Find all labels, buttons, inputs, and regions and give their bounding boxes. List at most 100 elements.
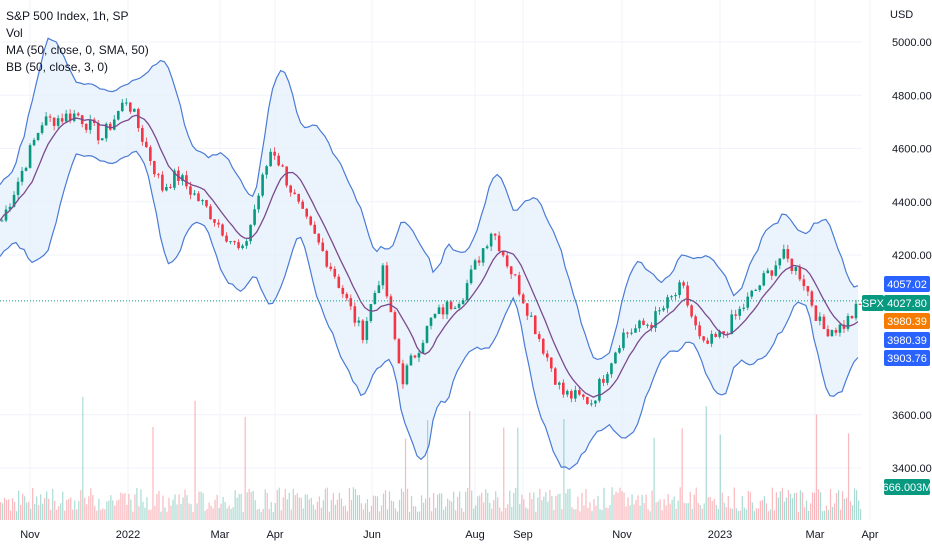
candle-body	[68, 113, 72, 121]
candle-body	[285, 166, 288, 186]
volume-bar	[398, 500, 401, 520]
volume-bar	[773, 510, 775, 520]
volume-bar	[322, 500, 324, 520]
candle-body	[12, 194, 16, 207]
volume-bar	[166, 511, 168, 520]
price-tick-label: 3600.00	[892, 410, 932, 422]
candle-body	[574, 390, 577, 399]
candle-body	[718, 331, 721, 337]
volume-bar	[493, 499, 495, 520]
volume-bar	[82, 397, 84, 520]
volume-bar	[485, 489, 487, 520]
volume-bar	[599, 509, 601, 520]
candle-body	[373, 292, 377, 305]
candle-body	[469, 269, 473, 284]
volume-bar	[709, 497, 711, 520]
volume-bar	[186, 495, 188, 520]
candle-body	[269, 151, 272, 167]
volume-bar	[360, 503, 363, 520]
candle-body	[461, 300, 465, 304]
legend-bb[interactable]: BB (50, close, 3, 0)	[6, 60, 109, 74]
volume-bar	[230, 508, 232, 520]
volume-bar	[66, 499, 68, 520]
volume-bar	[126, 504, 128, 520]
volume-bar	[306, 494, 308, 520]
candle-body	[149, 147, 152, 162]
volume-bar	[50, 509, 52, 520]
volume-bar	[453, 491, 455, 520]
candle-body	[257, 195, 260, 210]
volume-bar	[246, 492, 248, 520]
candle-body	[730, 314, 733, 335]
candle-body	[185, 175, 188, 187]
volume-bar	[410, 496, 413, 520]
candle-body	[630, 332, 633, 334]
volume-bar	[204, 510, 206, 520]
volume-bar	[451, 501, 453, 520]
volume-bar	[338, 492, 340, 520]
candle-body	[153, 161, 156, 175]
candle-body	[112, 119, 116, 130]
volume-bar	[368, 511, 371, 520]
volume-bar	[98, 498, 100, 520]
candle-body	[501, 251, 505, 256]
candle-body	[381, 265, 385, 286]
volume-bar	[665, 505, 667, 520]
volume-bar	[264, 489, 266, 520]
volume-bar	[797, 511, 800, 520]
volume-bar	[839, 509, 842, 520]
volume-bar	[170, 505, 172, 520]
volume-bar	[755, 508, 757, 520]
volume-bar	[459, 491, 461, 520]
time-tick-label: Apr	[861, 529, 878, 541]
volume-bar	[290, 509, 292, 520]
volume-bar	[16, 511, 18, 520]
volume-bar	[787, 490, 790, 520]
legend-title[interactable]: S&P 500 Index, 1h, SP	[6, 9, 129, 23]
volume-bar	[294, 495, 296, 520]
volume-bar	[731, 508, 733, 520]
candle-body	[694, 316, 697, 326]
candle-body	[297, 193, 300, 202]
candle-body	[529, 315, 533, 317]
volume-bar	[424, 498, 427, 520]
candle-body	[201, 200, 204, 202]
time-tick-label: Nov	[20, 529, 40, 541]
volume-bar	[118, 499, 120, 520]
volume-bar	[192, 511, 194, 520]
volume-bar	[308, 499, 310, 520]
volume-bar	[6, 499, 8, 520]
volume-bar	[346, 511, 349, 520]
candle-body	[193, 193, 196, 195]
volume-bar	[539, 488, 541, 520]
volume-bar	[46, 491, 48, 520]
volume-bar	[689, 491, 691, 520]
candle-body	[674, 295, 677, 297]
legend-vol[interactable]: Vol	[6, 26, 23, 40]
volume-bar	[439, 493, 441, 520]
volume-bar	[609, 505, 611, 520]
time-tick-label: Mar	[806, 529, 825, 541]
volume-bar	[70, 497, 72, 520]
candle-body	[710, 333, 713, 344]
legend-ma[interactable]: MA (50, close, 0, SMA, 50)	[6, 43, 149, 57]
candle-body	[253, 209, 256, 225]
volume-bar	[819, 492, 822, 520]
volume-bar	[112, 500, 114, 520]
volume-bar	[651, 490, 653, 520]
candle-body	[245, 241, 248, 246]
volume-bar	[701, 508, 703, 520]
volume-bar	[433, 493, 435, 520]
volume-bar	[212, 508, 214, 520]
candle-body	[666, 297, 669, 309]
candle-body	[349, 298, 353, 307]
bb-fill	[0, 38, 858, 470]
candle-body	[64, 113, 68, 122]
candle-body	[702, 336, 705, 341]
volume-bar	[629, 505, 631, 520]
volume-bar	[479, 495, 481, 520]
candle-body	[377, 285, 381, 293]
volume-bar	[685, 503, 687, 520]
